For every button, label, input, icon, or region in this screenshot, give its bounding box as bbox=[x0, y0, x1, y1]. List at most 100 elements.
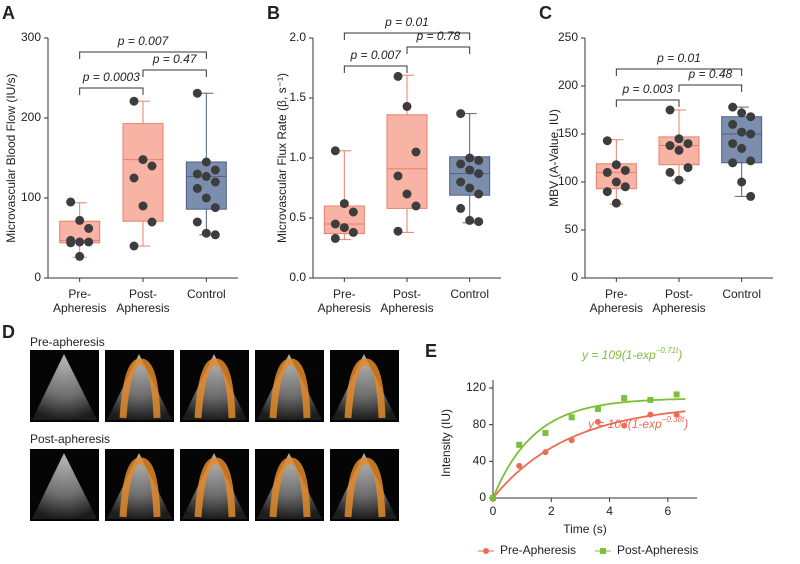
y-tick-label: 0 bbox=[34, 270, 41, 284]
bracket bbox=[406, 46, 471, 54]
data-point bbox=[201, 193, 211, 203]
data-point bbox=[542, 429, 549, 436]
panel-label: E bbox=[425, 341, 437, 361]
bracket bbox=[142, 69, 207, 77]
data-point bbox=[147, 161, 157, 171]
fit-equation: y = 109(1-exp−0.71t) bbox=[581, 346, 682, 362]
data-point bbox=[201, 157, 211, 167]
p-value: p = 0.01 bbox=[656, 51, 701, 65]
data-point bbox=[66, 197, 76, 207]
panel-label: C bbox=[539, 3, 552, 23]
data-point bbox=[568, 437, 575, 444]
data-point bbox=[602, 136, 612, 146]
x-tick-label: 0 bbox=[490, 504, 497, 518]
data-point bbox=[728, 119, 738, 129]
data-point bbox=[621, 395, 628, 402]
data-point bbox=[129, 173, 139, 183]
data-point bbox=[611, 177, 621, 187]
data-point bbox=[75, 237, 85, 247]
x-tick-label: 6 bbox=[665, 504, 672, 518]
y-tick-label: 100 bbox=[21, 190, 41, 204]
contrast bbox=[119, 358, 161, 419]
data-point bbox=[411, 201, 421, 211]
data-point bbox=[737, 143, 747, 153]
echo-fan bbox=[32, 354, 97, 420]
data-point bbox=[665, 167, 675, 177]
equation-base: y = 109(1-exp bbox=[581, 348, 656, 362]
data-point bbox=[465, 165, 475, 175]
x-tick-label: Control bbox=[450, 287, 489, 301]
data-point bbox=[411, 147, 421, 157]
data-point bbox=[339, 199, 349, 209]
data-point bbox=[66, 238, 76, 248]
data-point bbox=[674, 175, 684, 185]
p-value: p = 0.007 bbox=[349, 48, 402, 62]
p-value: p = 0.007 bbox=[117, 34, 170, 48]
x-tick-label: Pre-Apheresis bbox=[589, 287, 644, 315]
data-point bbox=[737, 177, 747, 187]
data-point bbox=[602, 167, 612, 177]
data-point bbox=[516, 462, 523, 469]
data-point bbox=[611, 160, 621, 170]
y-tick-label: 100 bbox=[558, 174, 578, 188]
data-point bbox=[147, 217, 157, 227]
contrast bbox=[344, 358, 386, 419]
data-point bbox=[192, 217, 202, 227]
data-point bbox=[674, 134, 684, 144]
data-point bbox=[402, 189, 412, 199]
panel-label: A bbox=[2, 3, 15, 23]
y-tick-label: 1.5 bbox=[289, 90, 306, 104]
data-point bbox=[474, 169, 484, 179]
data-point bbox=[84, 237, 94, 247]
fit-curve bbox=[492, 398, 686, 499]
data-point bbox=[393, 71, 403, 81]
contrast bbox=[119, 457, 161, 518]
p-value: p = 0.78 bbox=[415, 29, 460, 43]
equation-exponent: −0.71t bbox=[656, 346, 679, 355]
data-point bbox=[456, 159, 466, 169]
data-point bbox=[348, 227, 358, 237]
data-point bbox=[728, 158, 738, 168]
data-point bbox=[456, 177, 466, 187]
legend-label: Pre-Apheresis bbox=[500, 543, 576, 557]
y-tick-label: 80 bbox=[473, 417, 487, 431]
bracket bbox=[615, 99, 680, 107]
bracket bbox=[79, 87, 144, 95]
data-point bbox=[674, 145, 684, 155]
data-point bbox=[192, 169, 202, 179]
data-point bbox=[746, 129, 756, 139]
row-label: Post-apheresis bbox=[30, 432, 110, 446]
bracket bbox=[79, 51, 207, 59]
y-tick-label: 0.0 bbox=[289, 270, 306, 284]
data-point bbox=[621, 422, 628, 429]
echo-fan bbox=[32, 453, 97, 519]
data-point bbox=[201, 228, 211, 238]
data-point bbox=[192, 88, 202, 98]
legend-marker bbox=[600, 548, 606, 554]
y-axis-title: Microvascular Blood Flow (IU/s) bbox=[4, 73, 18, 242]
y-tick-label: 1.0 bbox=[289, 150, 306, 164]
data-point bbox=[348, 207, 358, 217]
data-point bbox=[330, 146, 340, 156]
y-tick-label: 0 bbox=[571, 270, 578, 284]
data-point bbox=[75, 215, 85, 225]
y-tick-label: 0.5 bbox=[289, 210, 306, 224]
data-point bbox=[594, 406, 601, 413]
y-tick-label: 2.0 bbox=[289, 30, 306, 44]
data-point bbox=[746, 156, 756, 166]
data-point bbox=[393, 171, 403, 181]
data-point bbox=[330, 233, 340, 243]
data-point bbox=[402, 101, 412, 111]
x-tick-label: Control bbox=[722, 287, 761, 301]
data-point bbox=[474, 189, 484, 199]
data-point bbox=[647, 396, 654, 403]
data-point bbox=[138, 201, 148, 211]
data-point bbox=[490, 495, 496, 501]
data-point bbox=[746, 191, 756, 201]
data-point bbox=[728, 139, 738, 149]
x-tick-label: Post-Apheresis bbox=[380, 287, 434, 315]
data-point bbox=[474, 155, 484, 165]
contrast bbox=[269, 358, 311, 419]
contrast bbox=[344, 457, 386, 518]
